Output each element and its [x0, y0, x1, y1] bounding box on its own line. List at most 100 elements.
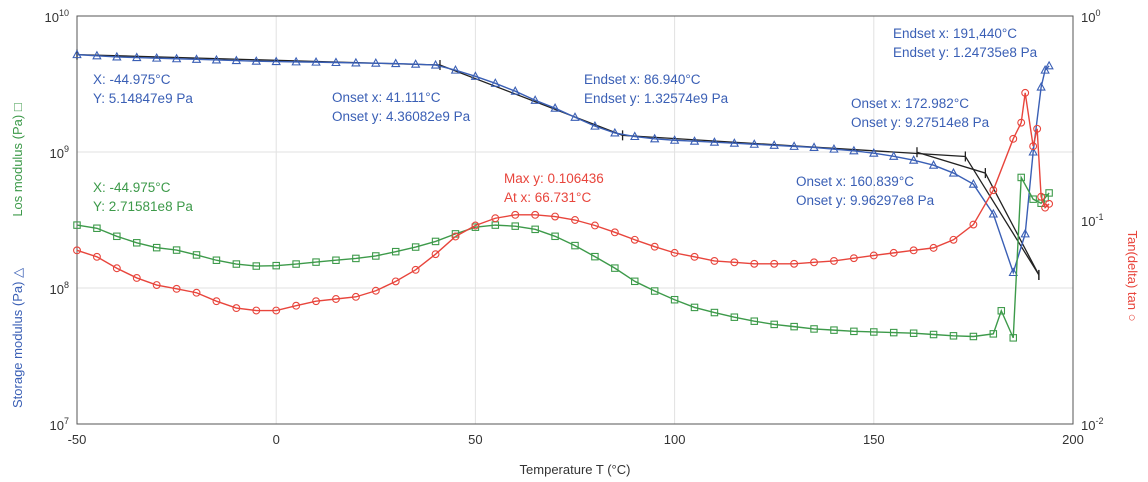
data-point-tand — [172, 284, 181, 293]
data-point-storage — [311, 56, 321, 66]
plot-frame — [76, 15, 1074, 425]
data-point-loss — [93, 224, 101, 233]
data-point-loss — [73, 221, 81, 229]
data-point-tand — [989, 186, 998, 195]
data-point-tand — [92, 252, 101, 261]
data-point-storage — [610, 127, 620, 137]
data-point-loss — [810, 325, 818, 333]
data-point-tand — [590, 221, 599, 230]
data-point-loss — [730, 313, 739, 321]
annotation-line: Endset y: 1.24735e8 Pa — [893, 45, 1038, 60]
x-tick-label: 50 — [468, 432, 482, 447]
data-point-tand — [511, 210, 520, 219]
data-point-storage — [1008, 267, 1018, 277]
annotation-loss-start: X: -44.975°C Y: 2.71581e8 Pa — [93, 180, 193, 214]
annotation-line: Onset y: 4.36082e9 Pa — [332, 109, 471, 124]
data-point-tand — [431, 250, 440, 259]
data-point-tand — [471, 221, 480, 230]
data-point-storage — [689, 136, 700, 145]
data-point-loss — [212, 256, 221, 264]
x-tick-label: 100 — [664, 432, 686, 447]
data-point-storage — [510, 86, 520, 95]
data-point-tand — [132, 273, 141, 282]
data-point-storage — [92, 50, 102, 60]
data-point-storage — [749, 139, 760, 148]
series-tand — [73, 88, 1054, 315]
data-point-tand — [610, 228, 619, 237]
annotation-endset-2: Endset x: 191,440°C Endset y: 1.24735e8 … — [893, 26, 1038, 60]
data-point-loss — [133, 239, 141, 247]
annotation-line: Y: 2.71581e8 Pa — [93, 199, 193, 214]
data-point-storage — [550, 103, 560, 112]
annotation-line: Endset x: 86.940°C — [584, 72, 701, 87]
data-point-loss — [551, 232, 559, 241]
y-right-tick-label: 10-1 — [1081, 212, 1103, 229]
annotation-line: Onset x: 160.839°C — [796, 174, 914, 189]
data-point-storage — [191, 54, 202, 63]
x-tick-label: 150 — [863, 432, 885, 447]
data-point-storage — [1020, 228, 1030, 238]
data-point-storage — [390, 58, 401, 68]
data-point-tand — [969, 220, 978, 229]
series-line-tand — [76, 92, 1050, 312]
data-point-storage — [112, 51, 122, 61]
data-point-loss — [332, 256, 340, 264]
tangent-line — [76, 53, 1040, 276]
data-point-tand — [212, 297, 221, 306]
data-point-loss — [113, 232, 121, 241]
data-point-tand — [630, 235, 639, 244]
tick-labels: -50 0 50 100 150 200 107 108 109 1010 10-2 10-1 100 — [45, 8, 1104, 447]
annotation-line: Onset x: 172.982°C — [851, 96, 969, 111]
data-point-storage — [251, 56, 262, 65]
data-point-loss — [997, 307, 1006, 315]
data-point-tand — [869, 251, 878, 260]
data-point-loss — [172, 246, 181, 254]
data-point-loss — [750, 317, 759, 325]
data-point-loss — [889, 328, 898, 337]
data-point-loss — [969, 332, 978, 341]
data-point-tand — [232, 304, 241, 313]
data-point-storage — [968, 179, 979, 188]
data-point-loss — [511, 222, 519, 230]
data-point-storage — [988, 208, 999, 218]
data-point-storage — [729, 138, 740, 147]
data-point-loss — [1017, 173, 1025, 182]
data-point-loss — [232, 260, 241, 268]
data-point-loss — [850, 327, 858, 336]
data-point-tand — [750, 259, 759, 268]
data-point-loss — [929, 330, 938, 339]
data-point-tand — [411, 265, 420, 274]
annotation-endset-1: Endset x: 86.940°C Endset y: 1.32574e9 P… — [584, 72, 729, 106]
series-line-storage — [76, 53, 1050, 275]
series-storage — [72, 49, 1054, 277]
data-point-tand — [73, 246, 81, 255]
x-tick-label: 0 — [273, 432, 280, 447]
data-point-storage — [809, 142, 819, 152]
data-point-storage — [769, 140, 779, 149]
data-point-tand — [491, 214, 500, 223]
data-point-loss — [650, 287, 659, 295]
data-point-storage — [888, 151, 899, 160]
data-point-tand — [1021, 88, 1030, 97]
data-point-loss — [431, 237, 440, 246]
tangent-lines — [76, 49, 1040, 280]
data-point-tand — [889, 248, 898, 257]
data-point-storage — [291, 56, 301, 66]
data-point-tand — [451, 232, 460, 241]
data-point-tand — [332, 295, 340, 303]
data-point-storage — [132, 52, 142, 62]
data-point-loss — [531, 225, 539, 234]
data-point-loss — [790, 322, 798, 331]
data-point-tand — [730, 258, 739, 267]
annotation-storage-start: X: -44.975°C Y: 5.14847e9 Pa — [93, 72, 193, 106]
data-point-tand — [949, 235, 958, 244]
data-point-loss — [631, 277, 639, 286]
data-point-storage — [450, 64, 461, 74]
data-point-tand — [152, 281, 161, 289]
data-point-tand — [670, 248, 679, 257]
data-point-storage — [410, 59, 421, 68]
data-point-tand — [830, 256, 838, 265]
data-point-loss — [830, 326, 838, 334]
data-point-loss — [591, 252, 599, 261]
